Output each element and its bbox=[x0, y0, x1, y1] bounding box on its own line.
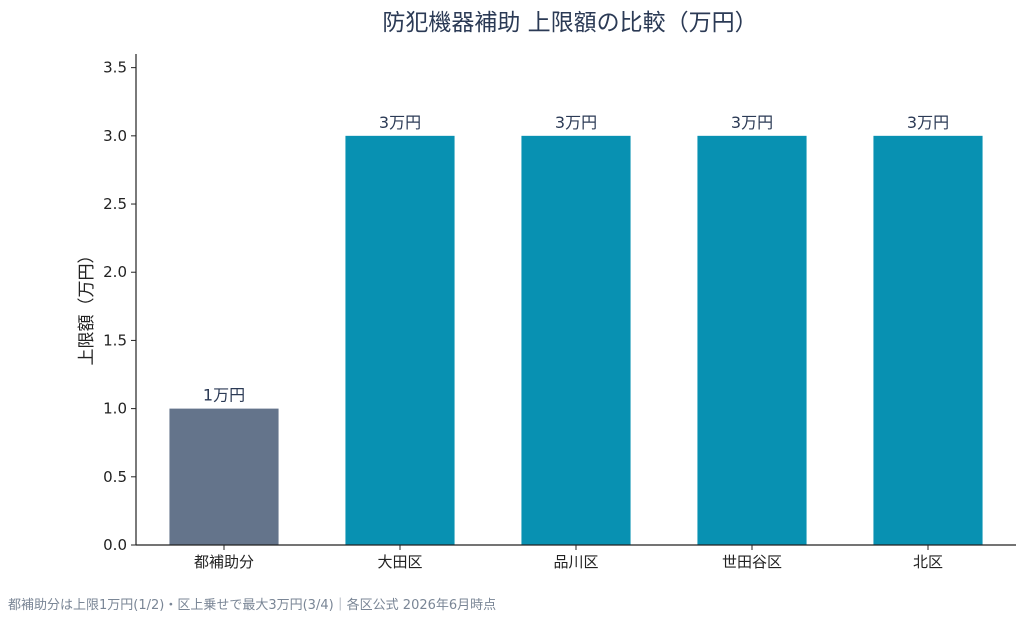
y-tick-label: 3.5 bbox=[103, 59, 127, 77]
y-tick-label: 2.5 bbox=[103, 195, 127, 213]
x-tick-label: 品川区 bbox=[553, 553, 598, 571]
bar bbox=[697, 135, 807, 546]
bar bbox=[169, 408, 279, 545]
data-label: 3万円 bbox=[907, 113, 949, 132]
footnote: 都補助分は上限1万円(1/2)・区上乗せで最大3万円(3/4)｜各区公式 202… bbox=[8, 598, 497, 613]
x-tick-label: 世田谷区 bbox=[722, 553, 782, 571]
x-tick-label: 都補助分 bbox=[194, 553, 254, 571]
bar bbox=[873, 135, 983, 546]
chart-title: 防犯機器補助 上限額の比較（万円） bbox=[382, 10, 757, 36]
y-tick-label: 2.0 bbox=[103, 263, 127, 281]
bar bbox=[521, 135, 631, 546]
y-tick-label: 0.0 bbox=[103, 536, 127, 554]
data-label: 3万円 bbox=[379, 113, 421, 132]
x-tick-label: 北区 bbox=[913, 553, 943, 571]
data-label: 3万円 bbox=[731, 113, 773, 132]
y-tick-label: 0.5 bbox=[103, 468, 127, 486]
y-tick-label: 3.0 bbox=[103, 127, 127, 145]
bar bbox=[345, 135, 455, 546]
y-axis-label: 上限額（万円） bbox=[77, 247, 97, 366]
y-tick-label: 1.0 bbox=[103, 400, 127, 418]
data-label: 1万円 bbox=[203, 386, 245, 405]
y-tick-label: 1.5 bbox=[103, 331, 127, 349]
x-tick-label: 大田区 bbox=[377, 553, 422, 571]
bar-chart: 防犯機器補助 上限額の比較（万円） 上限額（万円） 0.0 0.5 1.0 1.5 2.… bbox=[77, 10, 1016, 571]
data-label: 3万円 bbox=[555, 113, 597, 132]
